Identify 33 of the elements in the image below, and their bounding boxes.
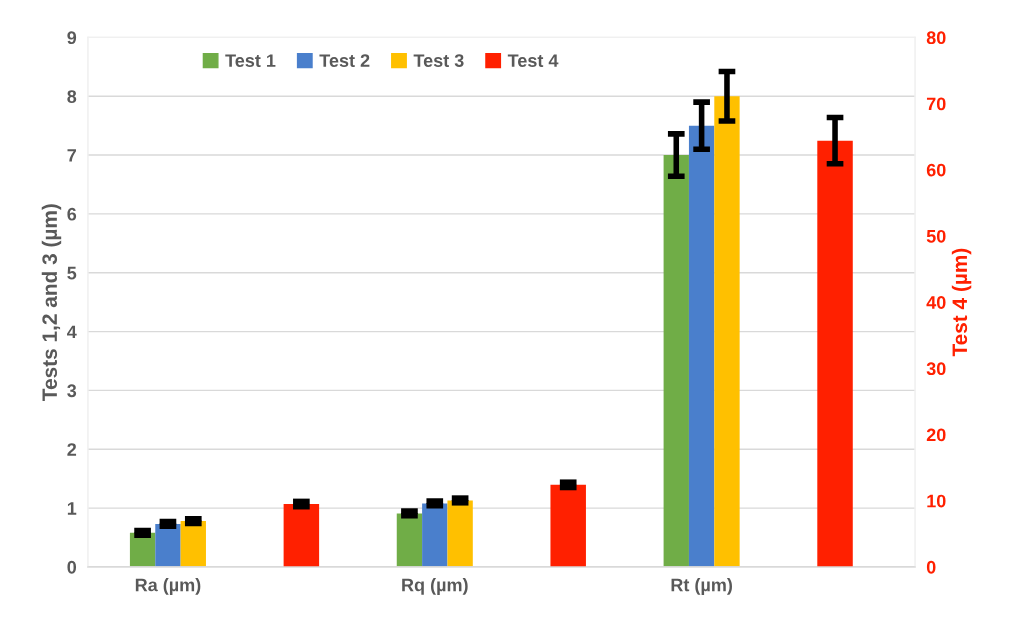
y-tick-label: 3 [67, 384, 77, 398]
y2-tick-label: 10 [927, 494, 946, 508]
y2-tick-label: 50 [926, 229, 946, 243]
y-tick-label: 8 [67, 90, 77, 103]
bar [817, 140, 853, 567]
y-tick-label: 0 [67, 560, 77, 574]
x-tick-label: Rt (µm) [671, 578, 732, 595]
y-tick-label: 2 [67, 443, 77, 456]
y-tick-label: 5 [67, 266, 77, 280]
bar [283, 504, 320, 567]
y2-tick-label: 0 [926, 560, 936, 574]
legend-label: Test 4 [507, 54, 559, 67]
y-tick-label: 4 [67, 325, 77, 339]
legend-label: Test 2 [319, 54, 370, 67]
y-axis-title: Tests 1,2 and 3 (µm) [41, 204, 62, 401]
y2-tick-label: 20 [926, 428, 946, 442]
legend-label: Test 3 [413, 54, 464, 68]
bar [714, 96, 740, 567]
x-tick-label: Rq (µm) [402, 578, 468, 595]
y2-tick-label: 60 [926, 163, 946, 177]
y2-tick-label: 40 [926, 296, 946, 309]
y-tick-label: 1 [67, 502, 77, 515]
y-tick-label: 7 [67, 149, 76, 162]
y-tick-label: 6 [67, 207, 77, 221]
bar [663, 155, 689, 567]
y2-tick-label: 30 [926, 362, 946, 376]
y-tick-label: 9 [67, 31, 77, 45]
legend-label: Test 1 [225, 54, 276, 67]
x-tick-label: Ra (µm) [135, 578, 201, 595]
bar [688, 125, 715, 567]
y2-axis-title: Test 4 (µm) [951, 248, 972, 357]
y2-tick-label: 80 [926, 31, 946, 45]
y2-tick-label: 70 [926, 97, 946, 111]
